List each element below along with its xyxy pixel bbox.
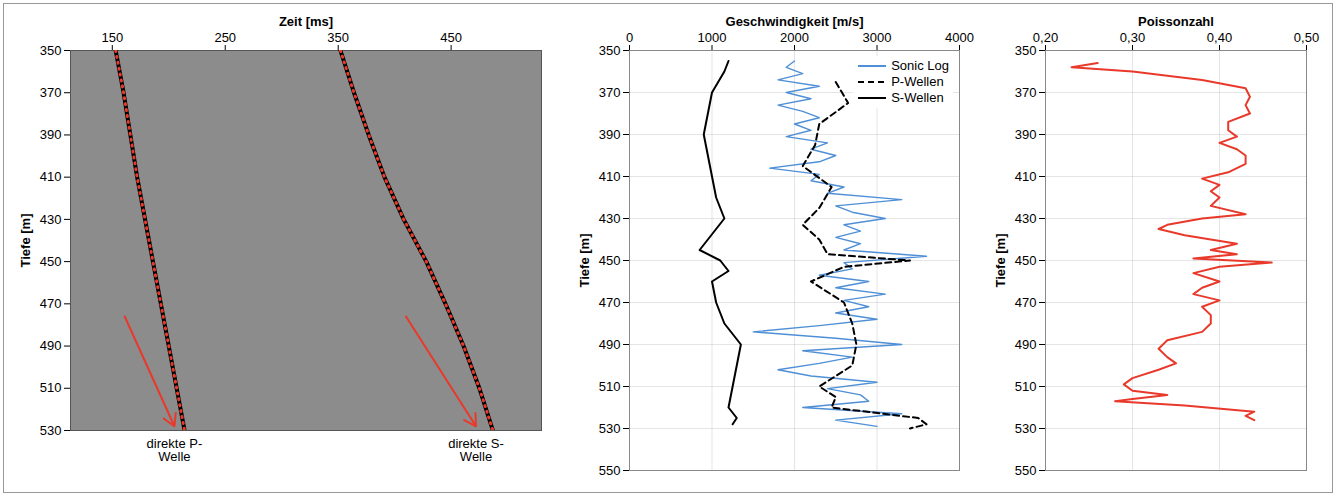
svg-text:550: 550 bbox=[599, 463, 621, 478]
svg-text:430: 430 bbox=[40, 212, 62, 227]
html-text:S-Wellen: S-Wellen bbox=[891, 90, 944, 105]
svg-text:450: 450 bbox=[40, 254, 62, 269]
html-text:Sonic Log: Sonic Log bbox=[891, 58, 949, 73]
svg-text:470: 470 bbox=[1015, 295, 1037, 310]
svg-text:370: 370 bbox=[1015, 85, 1037, 100]
svg-text:Tiefe [m]: Tiefe [m] bbox=[993, 234, 1008, 288]
svg-text:390: 390 bbox=[1015, 127, 1037, 142]
svg-text:Zeit [ms]: Zeit [ms] bbox=[279, 14, 333, 29]
svg-text:0,50: 0,50 bbox=[1294, 30, 1319, 45]
svg-text:350: 350 bbox=[1015, 43, 1037, 58]
svg-text:direkte S-Welle: direkte S-Welle bbox=[448, 436, 504, 464]
svg-text:350: 350 bbox=[599, 43, 621, 58]
svg-text:490: 490 bbox=[40, 338, 62, 353]
svg-text:Tiefe [m]: Tiefe [m] bbox=[577, 234, 592, 288]
svg-text:370: 370 bbox=[599, 85, 621, 100]
svg-text:direkte P-Welle: direkte P-Welle bbox=[147, 436, 203, 464]
svg-text:510: 510 bbox=[1015, 379, 1037, 394]
svg-text:0,40: 0,40 bbox=[1207, 30, 1232, 45]
svg-text:490: 490 bbox=[599, 337, 621, 352]
svg-text:510: 510 bbox=[599, 379, 621, 394]
svg-text:250: 250 bbox=[214, 30, 236, 45]
svg-text:550: 550 bbox=[1015, 463, 1037, 478]
svg-text:350: 350 bbox=[327, 30, 349, 45]
svg-text:530: 530 bbox=[1015, 421, 1037, 436]
svg-text:150: 150 bbox=[101, 30, 123, 45]
svg-text:430: 430 bbox=[1015, 211, 1037, 226]
svg-text:Tiefe [m]: Tiefe [m] bbox=[18, 214, 33, 268]
svg-text:4000: 4000 bbox=[945, 30, 974, 45]
svg-text:2000: 2000 bbox=[780, 30, 809, 45]
svg-text:0,20: 0,20 bbox=[1033, 30, 1058, 45]
svg-text:530: 530 bbox=[40, 423, 62, 438]
svg-text:Poissonzahl: Poissonzahl bbox=[1138, 14, 1214, 29]
svg-text:0: 0 bbox=[626, 30, 633, 45]
svg-text:410: 410 bbox=[40, 169, 62, 184]
svg-text:370: 370 bbox=[40, 85, 62, 100]
svg-text:490: 490 bbox=[1015, 337, 1037, 352]
svg-text:390: 390 bbox=[599, 127, 621, 142]
svg-text:410: 410 bbox=[599, 169, 621, 184]
svg-text:3000: 3000 bbox=[863, 30, 892, 45]
svg-text:450: 450 bbox=[1015, 253, 1037, 268]
svg-text:410: 410 bbox=[1015, 169, 1037, 184]
svg-text:430: 430 bbox=[599, 211, 621, 226]
svg-text:Geschwindigkeit [m/s]: Geschwindigkeit [m/s] bbox=[726, 14, 864, 29]
svg-text:510: 510 bbox=[40, 380, 62, 395]
svg-text:470: 470 bbox=[40, 296, 62, 311]
svg-text:390: 390 bbox=[40, 127, 62, 142]
svg-text:530: 530 bbox=[599, 421, 621, 436]
svg-text:0,30: 0,30 bbox=[1120, 30, 1145, 45]
svg-text:350: 350 bbox=[40, 43, 62, 58]
html-text:P-Wellen: P-Wellen bbox=[891, 74, 944, 89]
svg-text:450: 450 bbox=[440, 30, 462, 45]
svg-text:470: 470 bbox=[599, 295, 621, 310]
svg-text:1000: 1000 bbox=[698, 30, 727, 45]
svg-text:450: 450 bbox=[599, 253, 621, 268]
